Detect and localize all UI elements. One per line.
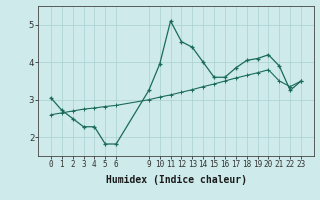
X-axis label: Humidex (Indice chaleur): Humidex (Indice chaleur) bbox=[106, 175, 246, 185]
